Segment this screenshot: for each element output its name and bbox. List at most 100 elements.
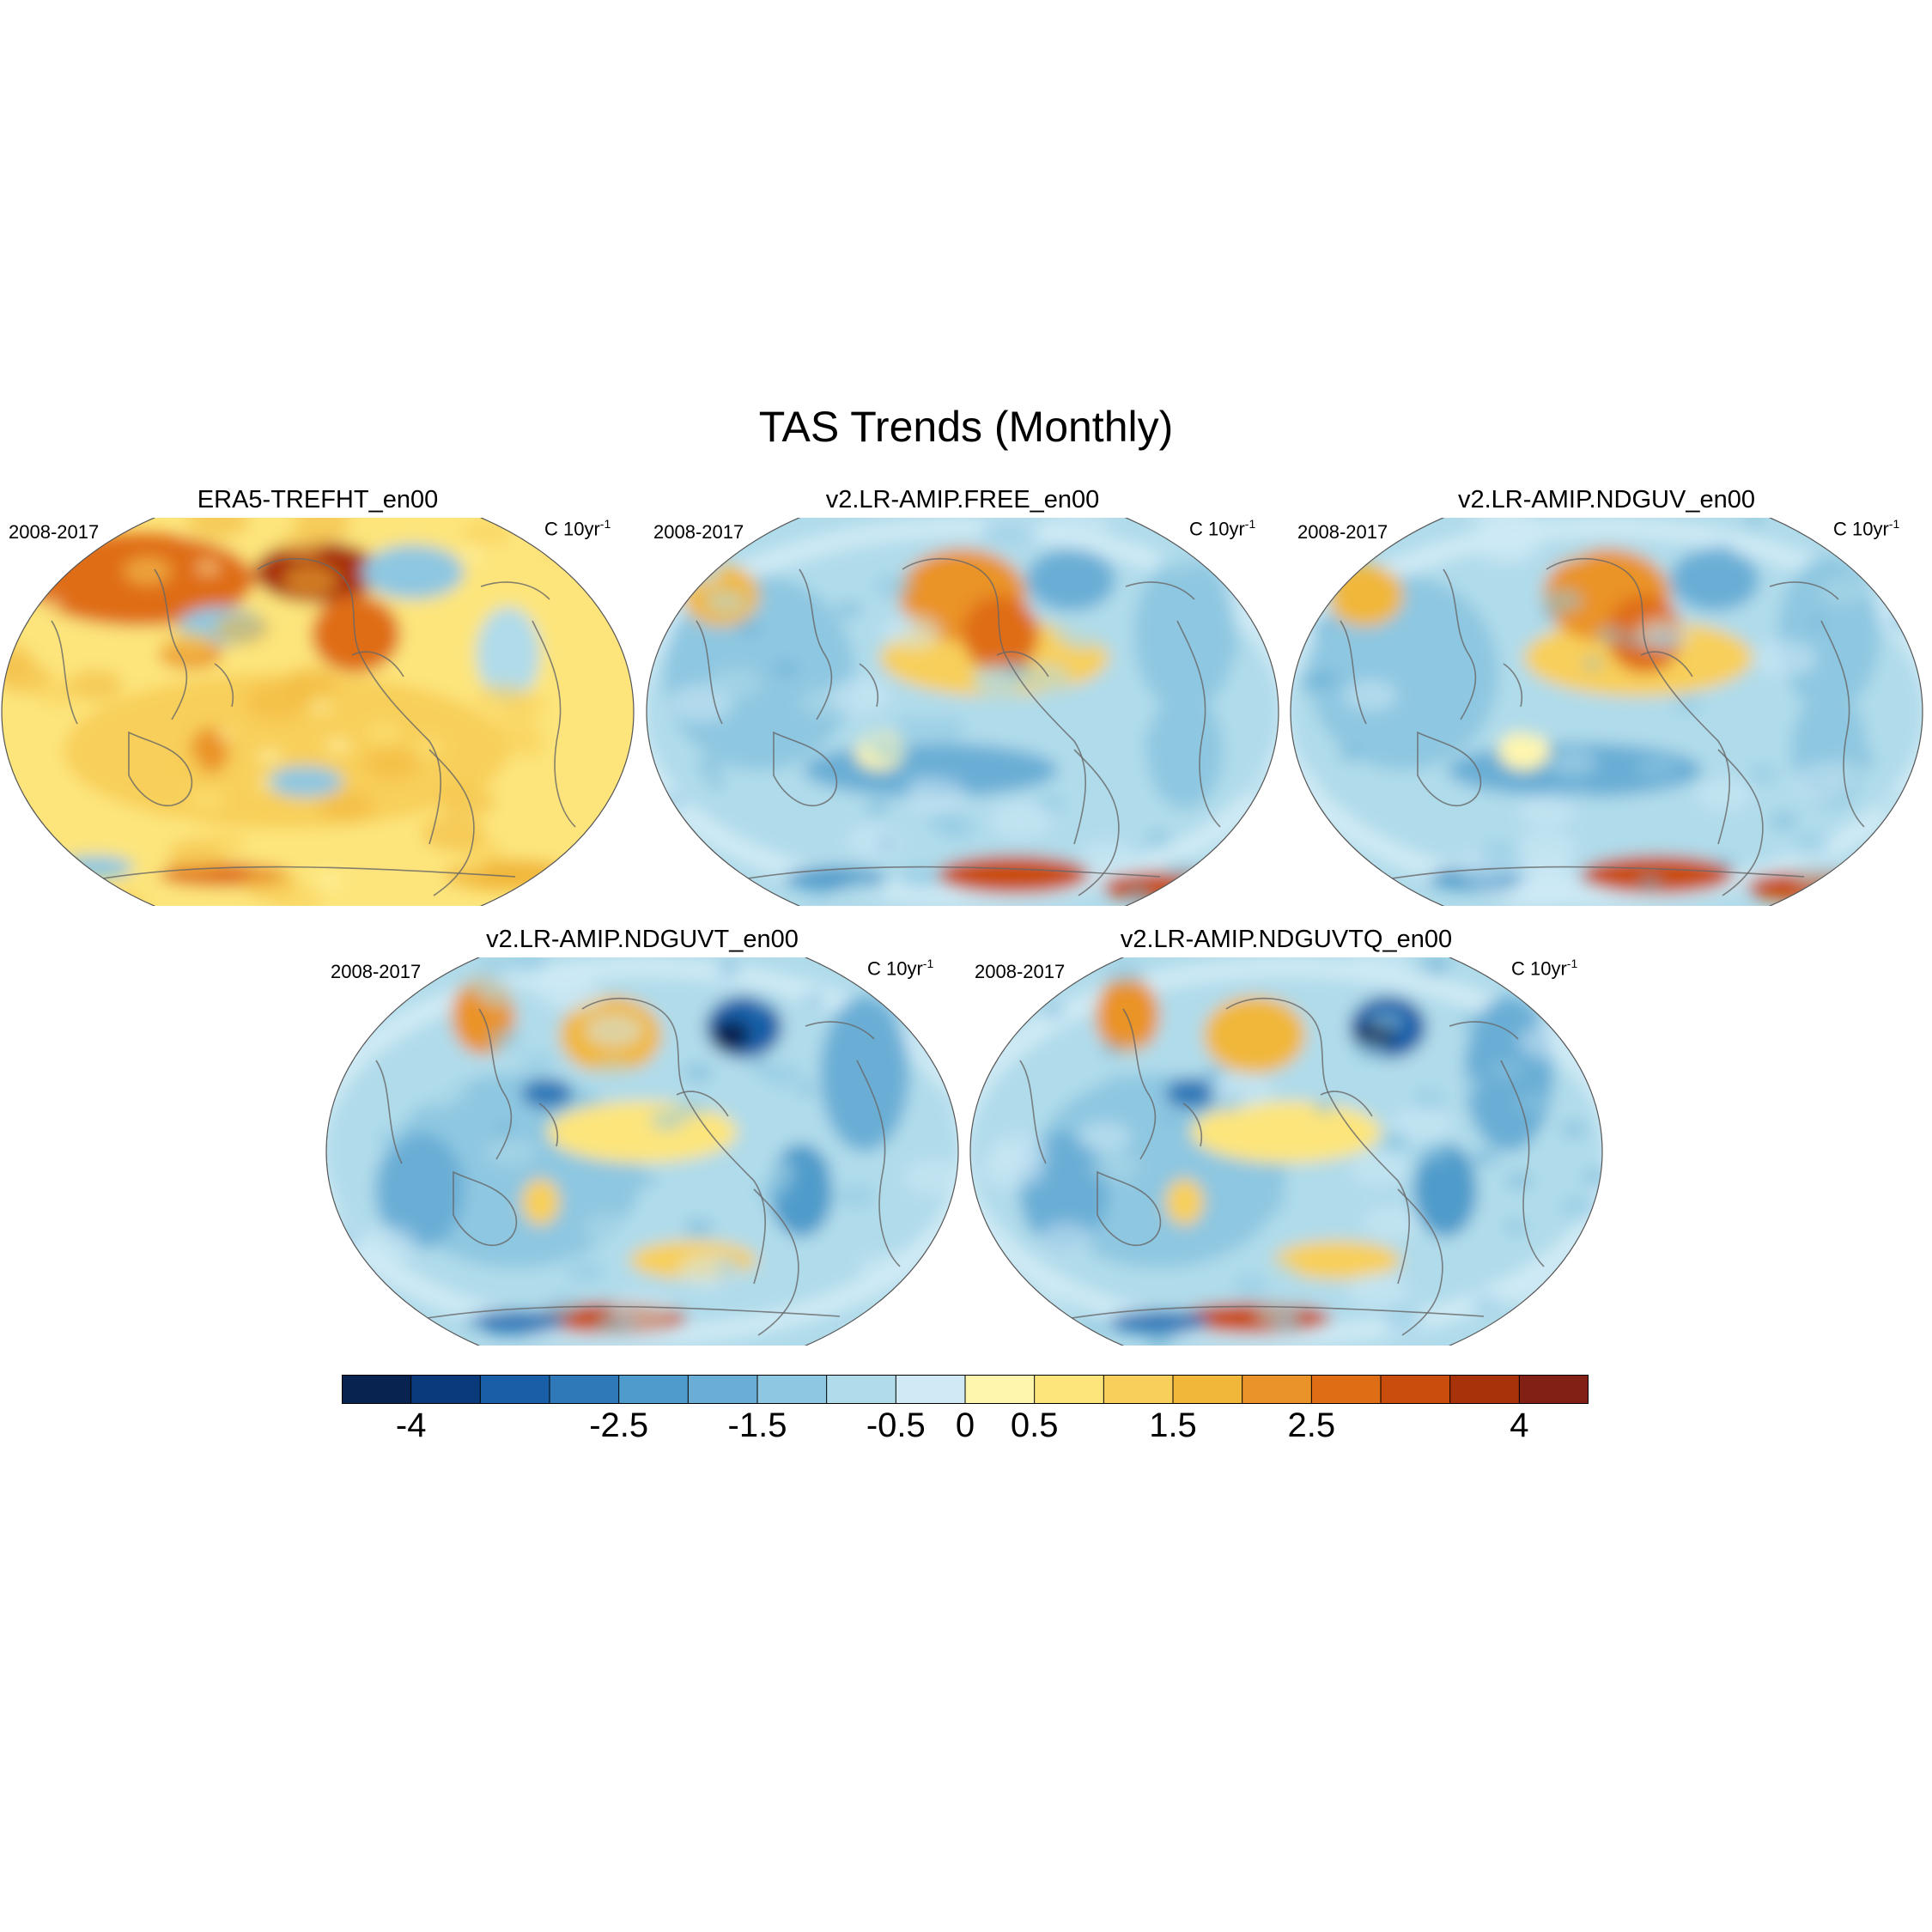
trend-speckle [284,665,339,698]
units-exponent: -1 [922,957,934,970]
panel-title: v2.LR-AMIP.FREE_en00 [825,486,1100,513]
colorbar-segment [1381,1375,1451,1404]
map-field [1,518,635,906]
trend-speckle [1422,960,1449,976]
panel-period-label: 2008-2017 [9,521,100,543]
colorbar-tick-label: 2.5 [1287,1406,1336,1444]
map-border [1290,518,1923,906]
colorbar-segment [1242,1375,1312,1404]
trend-speckle [283,565,337,597]
trend-speckle [1363,1206,1420,1240]
trend-speckle [160,753,205,781]
coastline [538,1103,558,1147]
trend-region [375,1132,465,1249]
trend-region [361,544,465,599]
trend-speckle [658,791,690,810]
trend-speckle [243,799,293,829]
colorbar [342,1375,1589,1404]
trend-speckle [1583,1169,1602,1186]
trend-speckle [907,778,967,813]
panel-units-label: C 10yr-1 [1189,517,1255,540]
trend-speckle [489,1029,524,1050]
coastline [214,663,234,708]
trend-speckle [1367,1011,1404,1032]
trend-speckle [95,888,148,906]
colorbar-segment [1034,1375,1104,1404]
coastline [1820,620,1865,828]
trend-speckle [1382,1133,1408,1149]
coastline [753,1188,799,1336]
units-base: C 10yr [1833,518,1889,540]
trend-speckle [365,721,403,744]
coastline [1397,1188,1443,1336]
trend-speckle [1145,1333,1173,1346]
trend-region [521,1078,573,1109]
trend-speckle [883,820,932,848]
trend-speckle [570,538,626,570]
trend-region [464,1310,567,1334]
trend-speckle [1476,530,1538,566]
trend-speckle [2,518,9,523]
trend-speckle [390,1053,435,1079]
trend-region [1133,556,1236,712]
coastline [1391,866,1805,879]
trend-speckle [1101,1042,1122,1056]
trend-speckle [317,873,342,889]
trend-speckle [873,574,913,598]
colorbar-tick-labels: -4 -2.5 -1.5 -0.5 0 0.5 1.5 2.5 4 [0,1406,1932,1449]
coastline [1122,1008,1157,1160]
trend-region [937,855,1090,895]
trend-speckle [542,532,587,559]
trend-speckle [704,589,748,615]
trend-speckle [1512,1279,1575,1315]
map-border [1,518,635,906]
panel-title: ERA5-TREFHT_en00 [197,486,439,513]
trend-speckle [1147,831,1170,845]
trend-speckle [575,696,614,720]
coastline [996,651,1049,677]
trend-speckle [589,1060,638,1090]
trend-speckle [270,644,306,665]
trend-speckle [33,677,84,707]
trend-region [820,996,909,1151]
coastline [1097,1170,1162,1247]
map-border [325,957,959,1346]
trend-speckle [115,873,147,892]
trend-speckle [1581,1010,1602,1024]
coastline [747,866,1161,879]
trend-speckle [356,994,380,1009]
trend-speckle [1078,840,1135,873]
trend-speckle [1074,732,1123,761]
trend-region [1581,855,1734,895]
map-field [969,957,1603,1346]
map-border [969,957,1603,1346]
trend-speckle [1156,545,1201,573]
trend-speckle [677,1253,742,1291]
panel-period-label: 2008-2017 [331,961,422,982]
trend-speckle [1258,1194,1289,1212]
coastline [696,620,723,725]
trend-region [1165,1078,1217,1109]
trend-speckle [35,526,53,538]
colorbar-segment [688,1375,758,1404]
colorbar-segment [896,1375,966,1404]
trend-speckle [202,830,247,857]
coastline [1717,749,1764,896]
trend-speckle [1109,681,1151,706]
trend-speckle [1003,662,1031,679]
coastline [1320,1091,1373,1117]
trend-speckle [1470,1149,1499,1166]
coastline [1225,997,1410,1285]
trend-speckle [902,1299,923,1312]
trend-speckle [446,598,477,617]
coastline [805,1021,875,1040]
coastline [859,663,878,708]
trend-speckle [1077,1121,1132,1153]
coastline [478,1008,513,1160]
trend-speckle [1210,1072,1274,1109]
trend-speckle [196,560,220,575]
trend-speckle [2,815,33,834]
trend-speckle [1104,1072,1136,1092]
coastline [351,651,404,677]
coastline [375,1060,403,1164]
